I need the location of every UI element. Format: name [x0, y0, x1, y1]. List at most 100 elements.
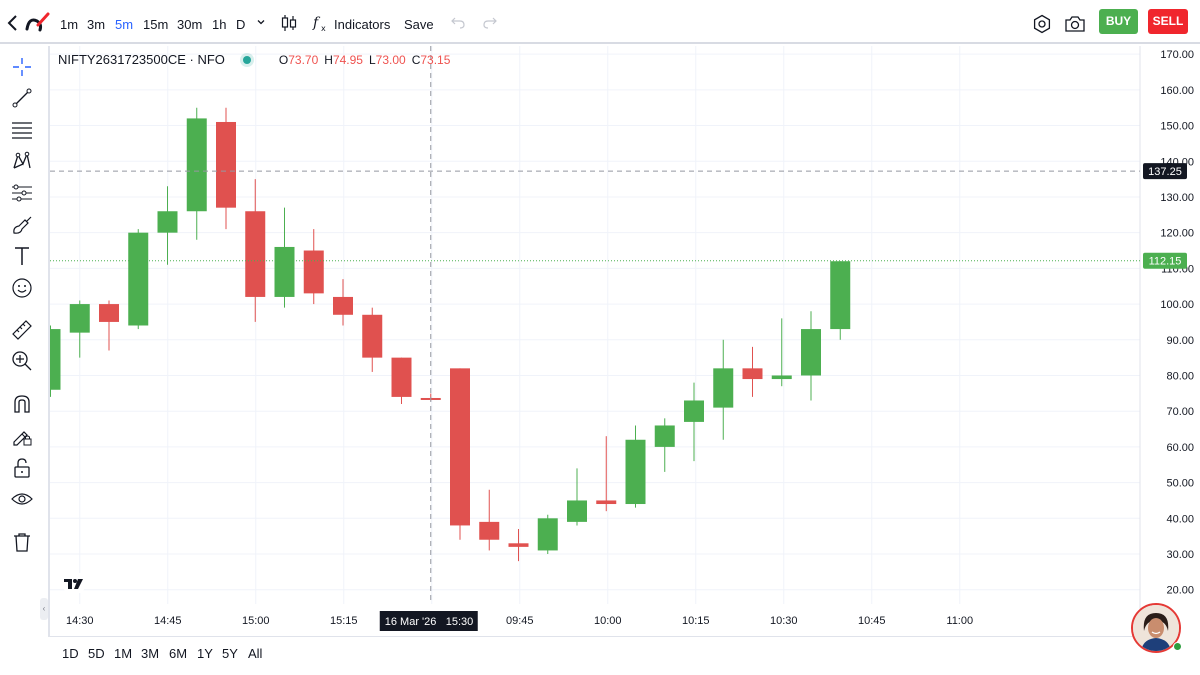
price-tick-label: 70.00: [1166, 406, 1194, 418]
candle-body-down: [508, 543, 529, 547]
time-tick-label: 10:45: [858, 615, 886, 627]
candle-body-up: [50, 329, 61, 390]
range-1y[interactable]: 1Y: [197, 646, 213, 661]
candle-body-up: [654, 425, 675, 447]
candle-body-down: [596, 500, 617, 505]
last-price-label: 112.15: [1149, 256, 1182, 268]
price-tick-label: 130.00: [1160, 192, 1194, 204]
redo-icon[interactable]: [482, 16, 498, 30]
timeframe-5m[interactable]: 5m: [115, 17, 134, 32]
buy-button[interactable]: BUY: [1099, 9, 1138, 34]
crosshair-time-label: 16 Mar '26: [385, 616, 437, 628]
top-toolbar: 1m 3m 5m 15m 30m 1h D f x Indicators Sav…: [0, 0, 1200, 44]
candle-body-down: [362, 314, 383, 358]
undo-icon[interactable]: [450, 16, 466, 30]
support-avatar[interactable]: [1131, 603, 1181, 653]
indicators-button[interactable]: Indicators: [334, 17, 391, 32]
market-status-dot: [242, 55, 251, 64]
price-tick-label: 160.00: [1160, 85, 1194, 97]
timeframe-1m[interactable]: 1m: [60, 17, 79, 32]
price-tick-label: 100.00: [1160, 299, 1194, 311]
range-3m[interactable]: 3M: [141, 646, 160, 661]
range-all[interactable]: All: [248, 646, 263, 661]
sell-button[interactable]: SELL: [1148, 9, 1188, 34]
candle-body-down: [450, 368, 470, 526]
unlock-icon[interactable]: [11, 457, 33, 479]
chart-pane[interactable]: 20.00 30.00 40.00 50.00 60.00 70.00 80.00 90.00…: [48, 46, 1200, 636]
price-tick-label: 50.00: [1166, 478, 1194, 490]
eye-icon[interactable]: [11, 488, 33, 510]
magnet-icon[interactable]: [11, 393, 33, 415]
range-5y[interactable]: 5Y: [222, 646, 238, 661]
svg-text:f: f: [312, 15, 321, 31]
time-tick-label: 10:00: [594, 615, 622, 627]
time-tick-label: 14:30: [66, 615, 94, 627]
time-tick-label: 09:45: [506, 615, 534, 627]
timeframe-3m[interactable]: 3m: [87, 17, 106, 32]
range-6m[interactable]: 6M: [169, 646, 188, 661]
symbol-name[interactable]: NIFTY2631723500CE · NFO: [58, 52, 225, 67]
open-label: O: [278, 52, 289, 67]
svg-text:x: x: [321, 24, 326, 32]
candle-body-up: [567, 500, 587, 522]
save-button[interactable]: Save: [404, 17, 434, 32]
candle-body-down: [479, 521, 500, 540]
lock-drawing-icon[interactable]: [11, 425, 33, 447]
candle-body-up: [274, 246, 295, 297]
price-tick-label: 60.00: [1166, 442, 1194, 454]
close-value: 73.15: [420, 52, 451, 67]
fx-indicators-icon[interactable]: f x: [312, 14, 330, 32]
time-tick-label: 10:30: [770, 615, 798, 627]
range-5d[interactable]: 5D: [88, 646, 105, 661]
settings-gear-icon[interactable]: [1032, 14, 1052, 34]
time-tick-label: 14:45: [154, 615, 182, 627]
candle-body-up: [684, 400, 704, 422]
timeframe-15m[interactable]: 15m: [143, 17, 169, 32]
timeframe-d[interactable]: D: [236, 17, 246, 32]
crosshair-time-sub-label: 15:30: [446, 616, 474, 628]
last-price-tag: [1143, 252, 1187, 269]
back-arrow-icon[interactable]: [4, 12, 22, 34]
time-tick-label: 10:15: [682, 615, 710, 627]
sidebar-collapse-handle[interactable]: ‹: [40, 598, 48, 620]
zoom-in-icon[interactable]: [11, 350, 33, 372]
pattern-icon[interactable]: [11, 150, 33, 172]
timeframe-30m[interactable]: 30m: [177, 17, 203, 32]
price-tick-label: 40.00: [1166, 513, 1194, 525]
candle-body-down: [303, 250, 324, 294]
candle-body-up: [157, 211, 178, 233]
close-label: C: [411, 52, 421, 67]
date-range-bar: 1D 5D 1M 3M 6M 1Y 5Y All: [48, 636, 1138, 668]
trendline-icon[interactable]: [11, 87, 33, 109]
brush-icon[interactable]: [11, 214, 33, 236]
time-tick-label: 15:15: [330, 615, 358, 627]
tradingview-logo-icon[interactable]: [61, 573, 87, 593]
candle-body-down: [99, 304, 119, 322]
emoji-icon[interactable]: [11, 277, 33, 299]
candle-body-down: [742, 368, 763, 380]
open-value: 73.70: [288, 52, 319, 67]
range-1m[interactable]: 1M: [114, 646, 133, 661]
drawing-tools-sidebar: [0, 46, 46, 675]
ruler-icon[interactable]: [11, 319, 33, 341]
candle-type-icon[interactable]: [280, 14, 298, 32]
candle-body-up: [771, 375, 792, 380]
text-icon[interactable]: [11, 245, 33, 267]
forecast-icon[interactable]: [11, 182, 33, 204]
timeframe-1h[interactable]: 1h: [212, 17, 227, 32]
crosshair-icon[interactable]: [11, 56, 33, 78]
low-value: 73.00: [375, 52, 406, 67]
high-label: H: [324, 52, 333, 67]
range-1d[interactable]: 1D: [62, 646, 79, 661]
time-tick-label: 11:00: [946, 615, 973, 627]
price-tick-label: 150.00: [1160, 121, 1194, 133]
trash-icon[interactable]: [11, 531, 33, 553]
low-label: L: [368, 52, 376, 67]
price-tick-label: 170.00: [1160, 49, 1194, 61]
candle-body-down: [216, 121, 236, 208]
chevron-down-icon[interactable]: [255, 16, 267, 28]
candle-body-up: [69, 304, 90, 333]
candlestick-chart[interactable]: 20.00 30.00 40.00 50.00 60.00 70.00 80.00 90.00…: [50, 46, 1200, 636]
camera-icon[interactable]: [1064, 14, 1086, 34]
fib-retracement-icon[interactable]: [11, 119, 33, 141]
